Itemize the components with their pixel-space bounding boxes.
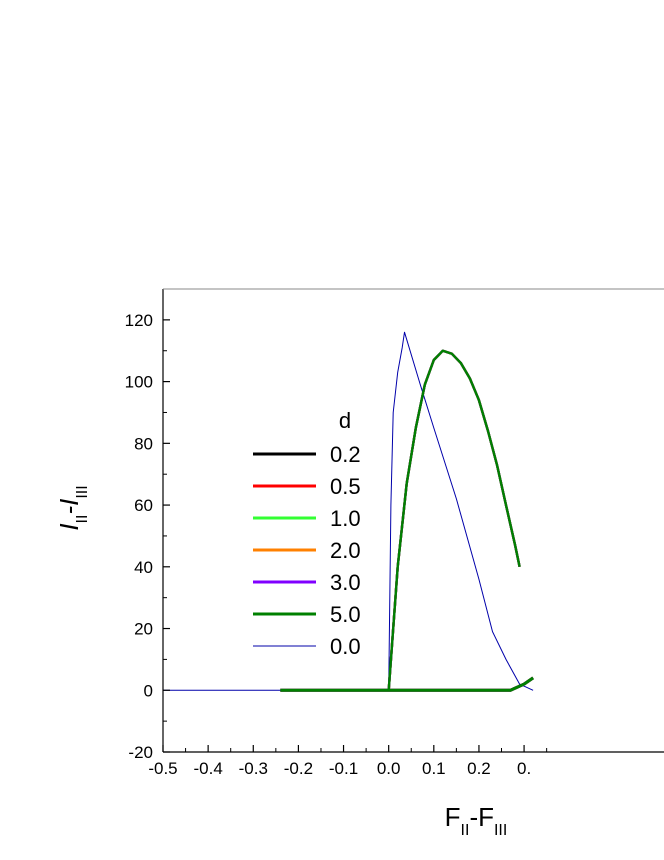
x-tick-label: 0.0: [377, 759, 401, 778]
legend-label: 2.0: [330, 538, 361, 563]
y-axis-label-sub1: II: [74, 515, 91, 524]
x-axis-label-sub1: II: [461, 822, 470, 839]
y-tick-label: 120: [125, 311, 153, 330]
x-tick-label: 0.: [517, 759, 531, 778]
series-0.0: [163, 331, 534, 691]
y-tick-label: 80: [134, 434, 153, 453]
ticks-layer: -0.5 -0.4 -0.3 -0.2 -0.1 0.0 0.1 0.2 0. -20 0 20 40 6…: [125, 311, 548, 778]
y-tick-label: 60: [134, 496, 153, 515]
y-tick-label: 100: [125, 373, 153, 392]
x-tick-label: -0.4: [193, 759, 222, 778]
x-tick-label: -0.3: [239, 759, 268, 778]
x-axis-label-main: F: [445, 802, 461, 832]
x-tick-label: -0.2: [284, 759, 313, 778]
x-axis-label: FII-FIII: [445, 802, 508, 839]
y-axis-label-sep: -I: [54, 499, 84, 515]
series-line: [163, 331, 534, 691]
axes-layer: [162, 288, 664, 753]
legend: d 0.2 0.5 1.0 2.0 3.0 5.0 0.0: [253, 408, 361, 659]
x-tick-label: -0.1: [329, 759, 358, 778]
y-axis-label-main: I: [54, 523, 84, 530]
x-axis-label-sep: -F: [469, 802, 494, 832]
series-baseline: [280, 676, 534, 692]
series-layer: [163, 331, 534, 692]
legend-title: d: [339, 408, 351, 433]
legend-label: 0.2: [330, 442, 361, 467]
y-tick-label: -20: [128, 743, 153, 762]
series-line: [387, 349, 521, 691]
y-axis-label-sub2: III: [74, 485, 91, 498]
y-tick-label: 40: [134, 558, 153, 577]
x-axis-label-sub2: III: [494, 822, 507, 839]
legend-label: 1.0: [330, 506, 361, 531]
legend-label: 5.0: [330, 602, 361, 627]
y-axis-label: III-IIII: [54, 485, 91, 530]
legend-label: 3.0: [330, 570, 361, 595]
y-tick-label: 0: [144, 681, 153, 700]
x-tick-label: 0.1: [422, 759, 446, 778]
x-tick-label: 0.2: [467, 759, 491, 778]
legend-label: 0.5: [330, 474, 361, 499]
x-tick-label: -0.5: [148, 759, 177, 778]
y-tick-label: 20: [134, 620, 153, 639]
legend-label: 0.0: [330, 634, 361, 659]
series-5.0: [280, 349, 534, 692]
